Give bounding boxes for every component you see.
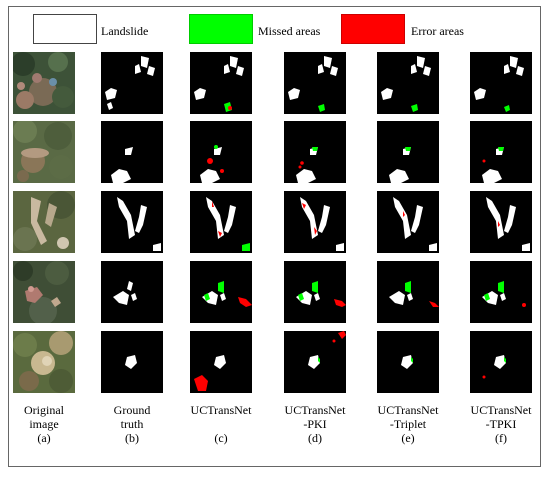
label-letter: (c) [214,431,228,445]
image-r5-triplet [377,331,439,393]
image-r2-triplet [377,121,439,183]
legend-label-landslide: Landslide [101,24,149,38]
label-line2: -TPKI [485,417,517,431]
label-letter: (f) [495,431,507,445]
image-r2-pki [284,121,346,183]
column-label-triplet: UCTransNet -Triplet (e) [368,403,448,445]
label-line1: UCTransNet [377,403,439,417]
label-line1: UCTransNet [284,403,346,417]
label-line1: Ground [113,403,151,417]
image-r5-tpki [470,331,532,393]
legend-label-missed: Missed areas [258,24,321,38]
image-r2-original [13,121,75,183]
label-letter: (d) [308,431,322,445]
image-r4-triplet [377,261,439,323]
legend-label-error: Error areas [411,24,464,38]
image-r4-original [13,261,75,323]
image-r1-ground-truth [101,52,163,114]
image-r2-tpki [470,121,532,183]
image-r2-uctransnet [190,121,252,183]
column-label-pki: UCTransNet -PKI (d) [275,403,355,445]
image-r1-original [13,52,75,114]
column-label-uctransnet: UCTransNet (c) [181,403,261,445]
legend-swatch-landslide [33,14,97,44]
image-r4-ground-truth [101,261,163,323]
label-line1: UCTransNet [470,403,532,417]
label-line1: Original [24,403,64,417]
label-line2 [181,417,261,431]
label-line1: UCTransNet [190,403,252,417]
image-r3-ground-truth [101,191,163,253]
image-r3-uctransnet [190,191,252,253]
label-letter: (a) [37,431,51,445]
image-r5-pki [284,331,346,393]
column-label-original: Original image (a) [4,403,84,445]
image-r2-ground-truth [101,121,163,183]
label-letter: (e) [401,431,415,445]
image-r1-tpki [470,52,532,114]
image-r4-tpki [470,261,532,323]
label-line2: truth [120,417,144,431]
legend-swatch-missed [189,14,253,44]
image-r4-pki [284,261,346,323]
image-r3-original [13,191,75,253]
image-r3-tpki [470,191,532,253]
image-r4-uctransnet [190,261,252,323]
image-r5-ground-truth [101,331,163,393]
figure-frame [8,6,541,467]
label-line2: -PKI [303,417,327,431]
column-label-ground-truth: Ground truth (b) [92,403,172,445]
legend-swatch-error [341,14,405,44]
image-r1-triplet [377,52,439,114]
label-letter: (b) [125,431,139,445]
label-line2: image [29,417,59,431]
column-label-tpki: UCTransNet -TPKI (f) [461,403,541,445]
image-r3-pki [284,191,346,253]
image-r5-uctransnet [190,331,252,393]
image-r1-uctransnet [190,52,252,114]
image-r3-triplet [377,191,439,253]
label-line2: -Triplet [389,417,427,431]
image-r5-original [13,331,75,393]
image-r1-pki [284,52,346,114]
